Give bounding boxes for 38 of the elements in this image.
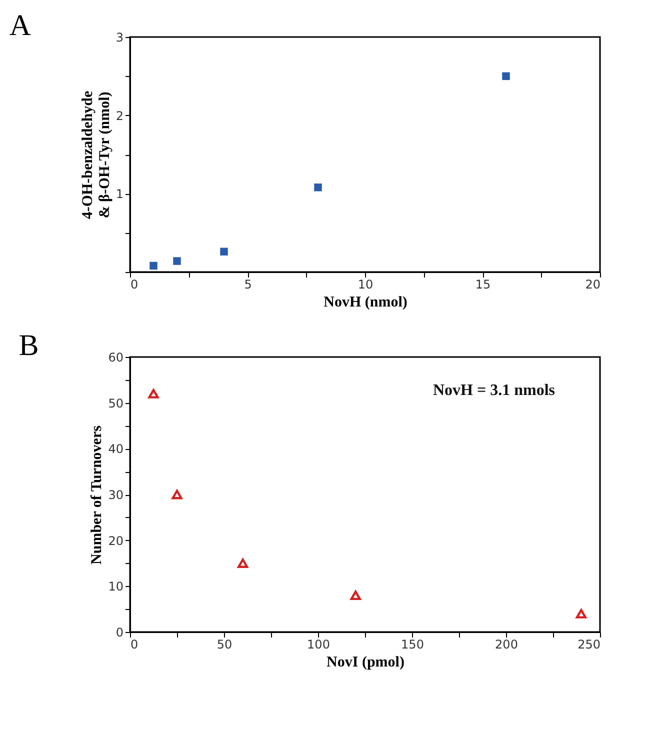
y-tick-label: 60 xyxy=(108,350,124,364)
x-tick-label: 150 xyxy=(401,638,424,652)
y-tick-label: 1 xyxy=(116,187,124,202)
y-tick-label: 50 xyxy=(108,396,124,410)
point xyxy=(576,608,586,618)
point xyxy=(172,490,182,500)
y-tick-label: 30 xyxy=(108,488,124,502)
x-axis-title: NovH (nmol) xyxy=(324,294,408,310)
x-tick-label: 200 xyxy=(495,638,518,652)
x-tick-label: 50 xyxy=(216,638,232,652)
x-axis-title: NovI (pmol) xyxy=(326,654,404,670)
x-tick-label: 100 xyxy=(307,638,330,652)
point xyxy=(173,257,181,265)
x-tick-label: 250 xyxy=(578,638,600,652)
y-axis-title: 4-OH-benzaldehyde & β-OH-Tyr (nmol) xyxy=(80,90,113,220)
x-tick-label: 15 xyxy=(475,278,491,292)
x-tick-label: 0 xyxy=(130,278,138,292)
y-tick-label: 20 xyxy=(108,534,124,548)
y-tick-label: 2 xyxy=(116,108,124,123)
x-tick-label: 20 xyxy=(585,278,600,292)
point xyxy=(220,248,228,256)
x-tick-label: 10 xyxy=(358,278,374,292)
point xyxy=(148,388,159,398)
y-tick-label: 10 xyxy=(108,580,124,594)
point xyxy=(502,72,510,80)
chart-title: B xyxy=(18,329,39,362)
x-tick-label: 0 xyxy=(130,638,138,652)
annotation: NovH = 3.1 nmols xyxy=(432,382,555,399)
y-tick-label: 3 xyxy=(116,30,124,44)
point xyxy=(350,590,361,600)
chart-title: A xyxy=(9,9,32,42)
y-tick-label: 0 xyxy=(116,626,124,640)
point xyxy=(314,184,322,192)
y-axis-title: Number of Turnovers xyxy=(89,425,106,564)
x-tick-label: 5 xyxy=(244,278,252,292)
y-tick-label: 40 xyxy=(108,442,124,456)
point xyxy=(238,558,248,568)
point xyxy=(150,262,158,270)
